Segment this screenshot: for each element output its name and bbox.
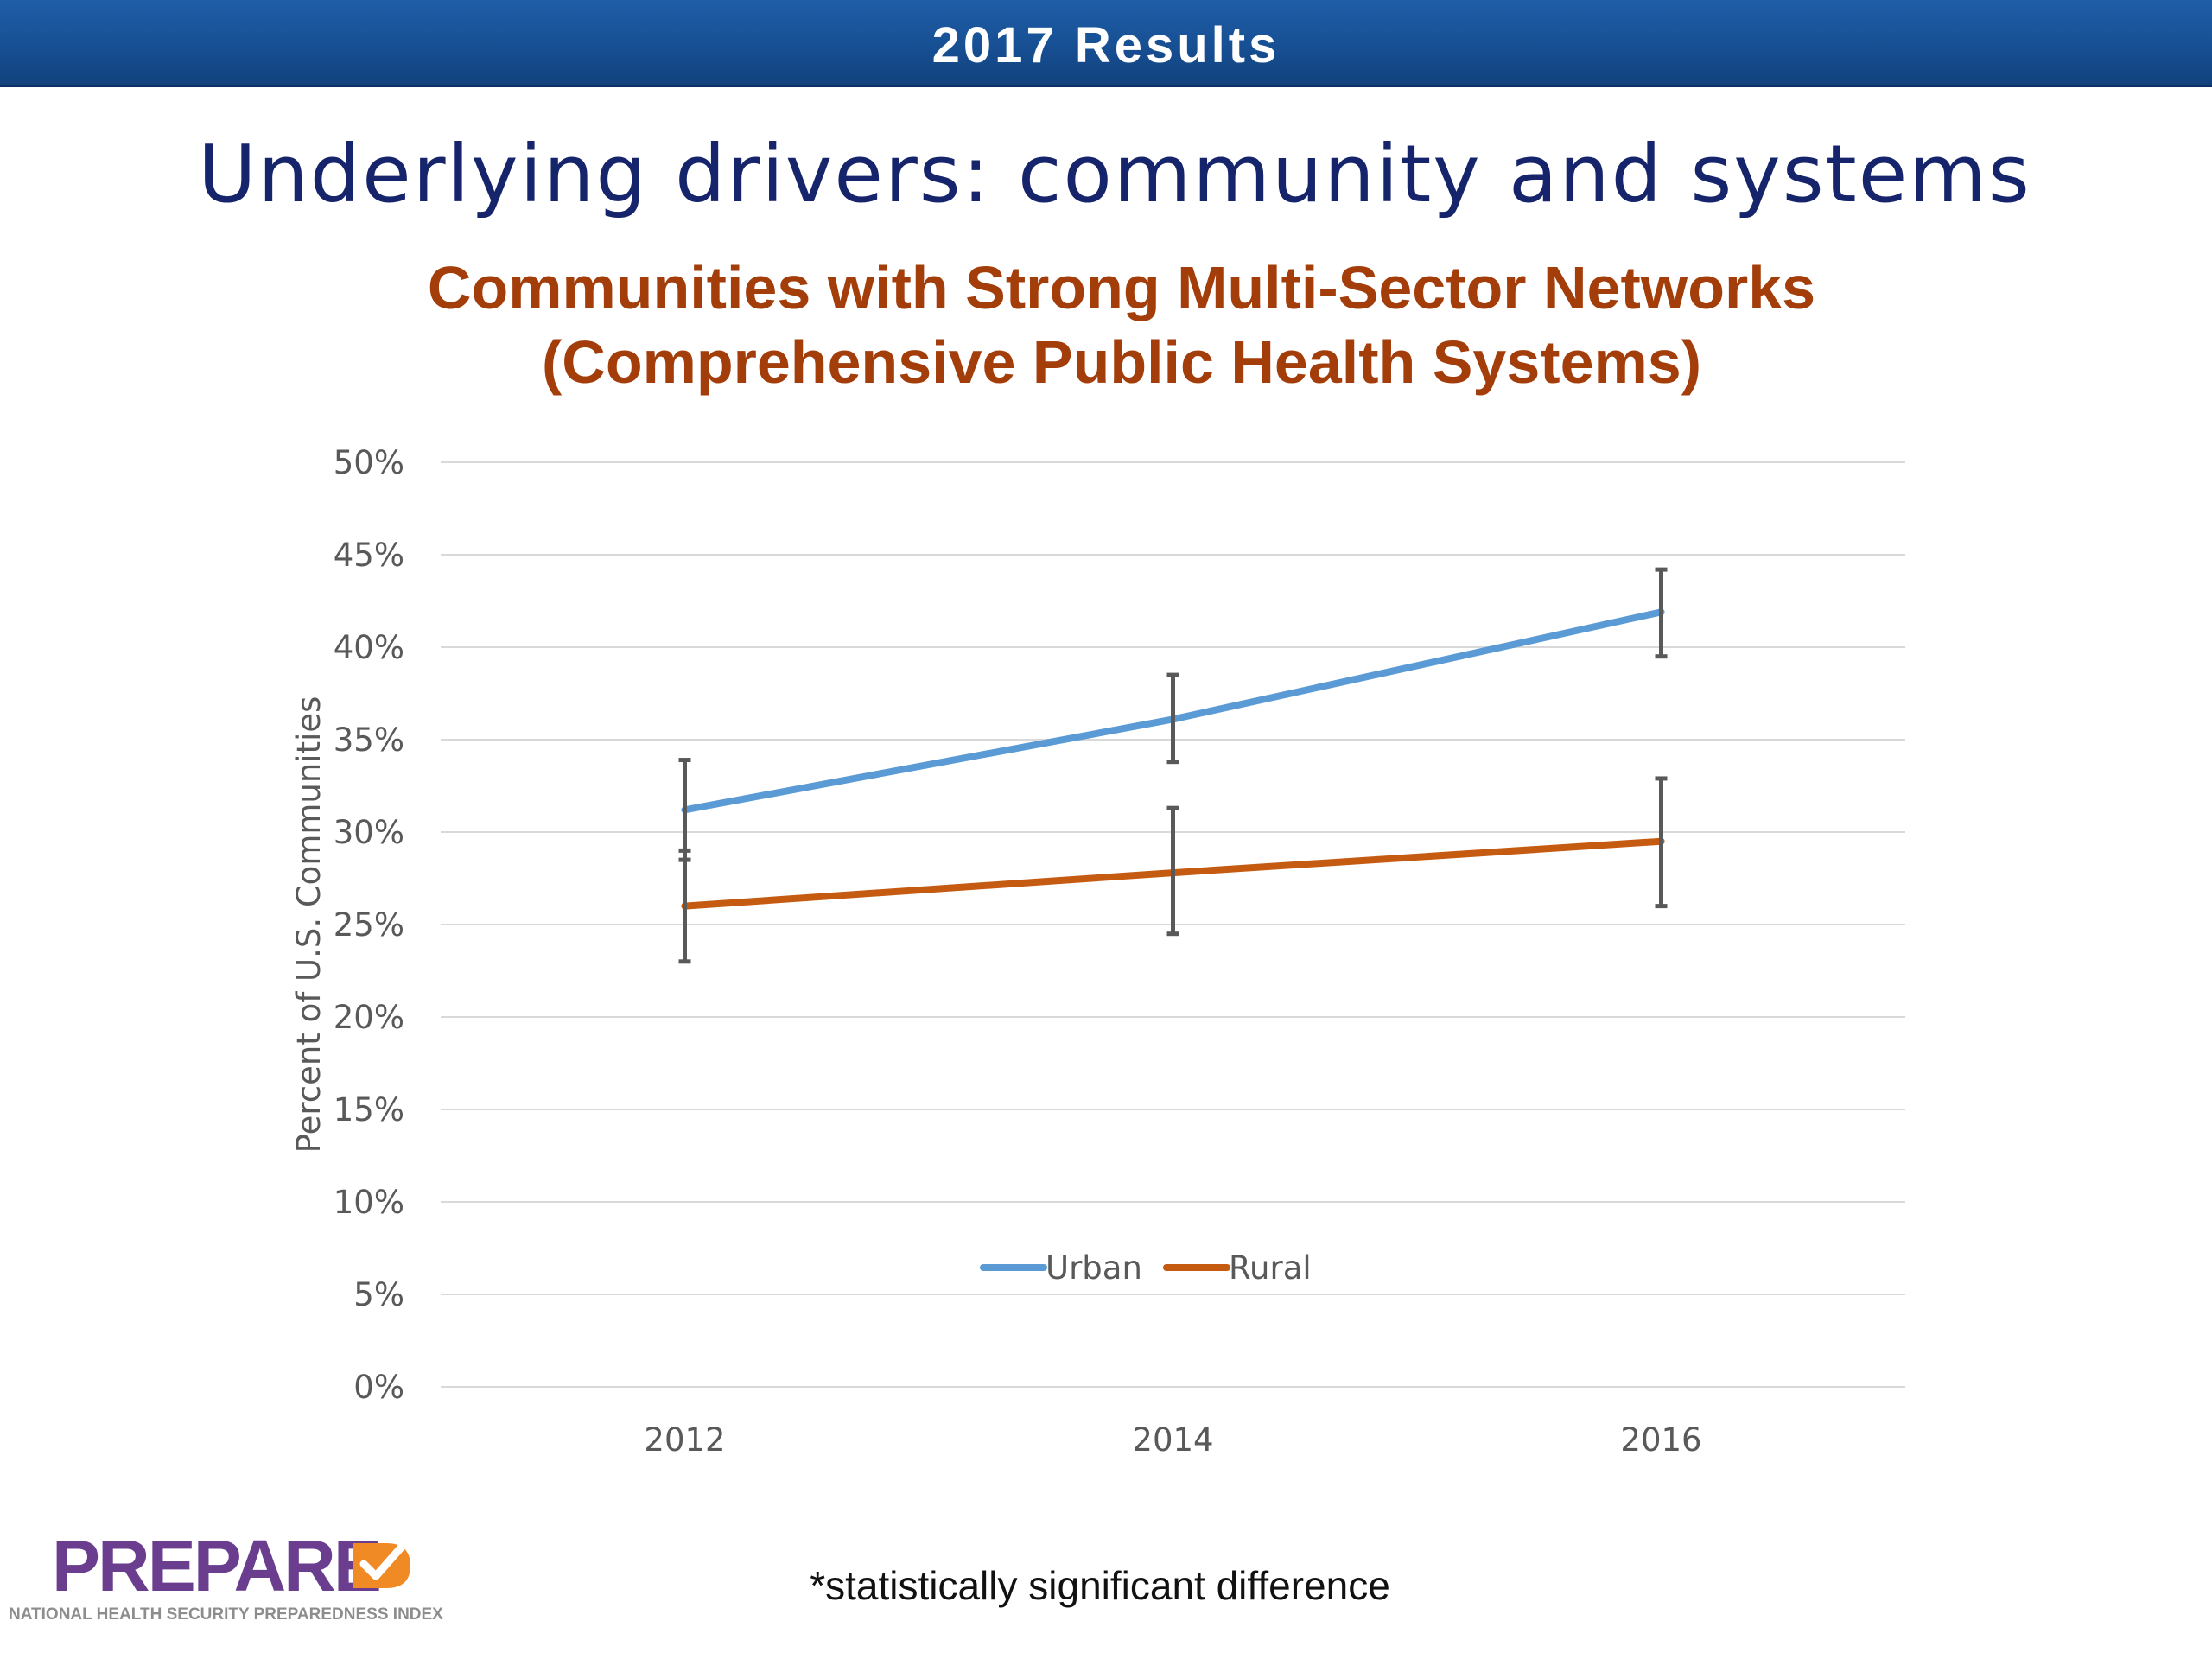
banner-title: 2017 Results bbox=[931, 17, 1281, 73]
y-tick-label: 0% bbox=[353, 1369, 404, 1406]
legend-label: Urban bbox=[1046, 1249, 1142, 1287]
chart-title: Communities with Strong Multi-Sector Net… bbox=[427, 254, 1816, 321]
legend-item-rural: Rural bbox=[1163, 1249, 1312, 1287]
error-bar-urban bbox=[1655, 567, 1668, 659]
check-icon bbox=[353, 1542, 410, 1588]
header-banner bbox=[0, 0, 2212, 87]
y-axis-ticks: 0% 5% 10% 15% 20% 25% 30% 35% 40% 45% 50% bbox=[334, 444, 404, 1406]
y-tick-label: 20% bbox=[334, 999, 404, 1036]
y-tick-label: 5% bbox=[353, 1276, 404, 1313]
footnote: *statistically significant difference bbox=[810, 1563, 1390, 1608]
y-tick-label: 25% bbox=[334, 906, 404, 944]
x-axis-ticks: 2012 2014 2016 bbox=[644, 1421, 1701, 1459]
logo-subtext: NATIONAL HEALTH SECURITY PREPAREDNESS IN… bbox=[9, 1605, 443, 1624]
error-bar-rural bbox=[678, 848, 691, 964]
prepared-logo: PREPARE NATIONAL HEALTH SECURITY PREPARE… bbox=[9, 1529, 475, 1624]
error-bars bbox=[678, 567, 1668, 964]
x-tick-label: 2014 bbox=[1132, 1421, 1213, 1459]
legend: Urban Rural bbox=[980, 1249, 1312, 1287]
logo-wordmark: PREPARE bbox=[52, 1525, 382, 1606]
y-tick-label: 40% bbox=[334, 629, 404, 666]
y-axis-label: Percent of U.S. Communities bbox=[290, 696, 327, 1154]
y-tick-label: 35% bbox=[334, 721, 404, 759]
legend-item-urban: Urban bbox=[980, 1249, 1142, 1287]
slide-title: Underlying drivers: community and system… bbox=[198, 128, 2031, 220]
chart-subtitle: (Comprehensive Public Health Systems) bbox=[541, 328, 1702, 396]
error-bar-urban bbox=[1166, 672, 1179, 765]
y-tick-label: 30% bbox=[334, 814, 404, 851]
y-tick-label: 50% bbox=[334, 444, 404, 481]
y-tick-label: 45% bbox=[334, 537, 404, 574]
y-tick-label: 15% bbox=[334, 1091, 404, 1128]
error-bar-rural bbox=[1655, 776, 1668, 909]
x-tick-label: 2012 bbox=[644, 1421, 725, 1459]
chart-title-block: Communities with Strong Multi-Sector Net… bbox=[0, 251, 2212, 399]
y-tick-label: 10% bbox=[334, 1184, 404, 1221]
x-tick-label: 2016 bbox=[1620, 1421, 1701, 1459]
error-bar-rural bbox=[1166, 805, 1179, 937]
legend-label: Rural bbox=[1229, 1249, 1312, 1287]
